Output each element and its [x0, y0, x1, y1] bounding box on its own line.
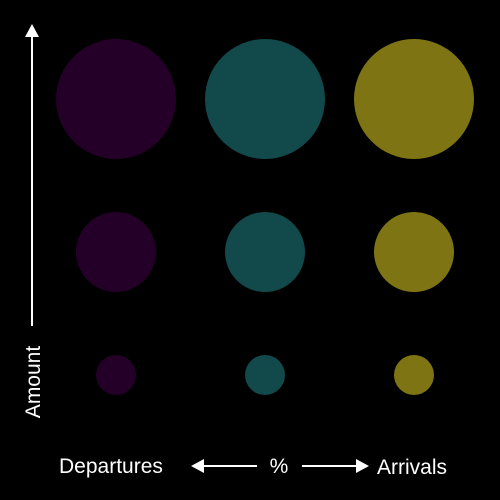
bubble-departures-level-3 [56, 39, 176, 159]
y-axis-label: Amount [22, 346, 45, 419]
bubble-middle-level-3 [205, 39, 325, 159]
bubbles-group [56, 39, 474, 395]
x-axis-right-arrow-head [356, 459, 369, 473]
bubble-departures-level-1 [96, 355, 136, 395]
bubble-arrivals-level-2 [374, 212, 454, 292]
bubble-arrivals-level-1 [394, 355, 434, 395]
x-axis-right-label: Arrivals [377, 456, 447, 479]
bubble-arrivals-level-3 [354, 39, 474, 159]
x-axis-left-label: Departures [59, 455, 163, 478]
y-axis-arrow-head [25, 24, 39, 37]
x-axis-left-arrow-head [191, 459, 204, 473]
bubble-departures-level-2 [76, 212, 156, 292]
bubble-middle-level-1 [245, 355, 285, 395]
bubble-middle-level-2 [225, 212, 305, 292]
x-axis-center-label: % [270, 455, 289, 478]
